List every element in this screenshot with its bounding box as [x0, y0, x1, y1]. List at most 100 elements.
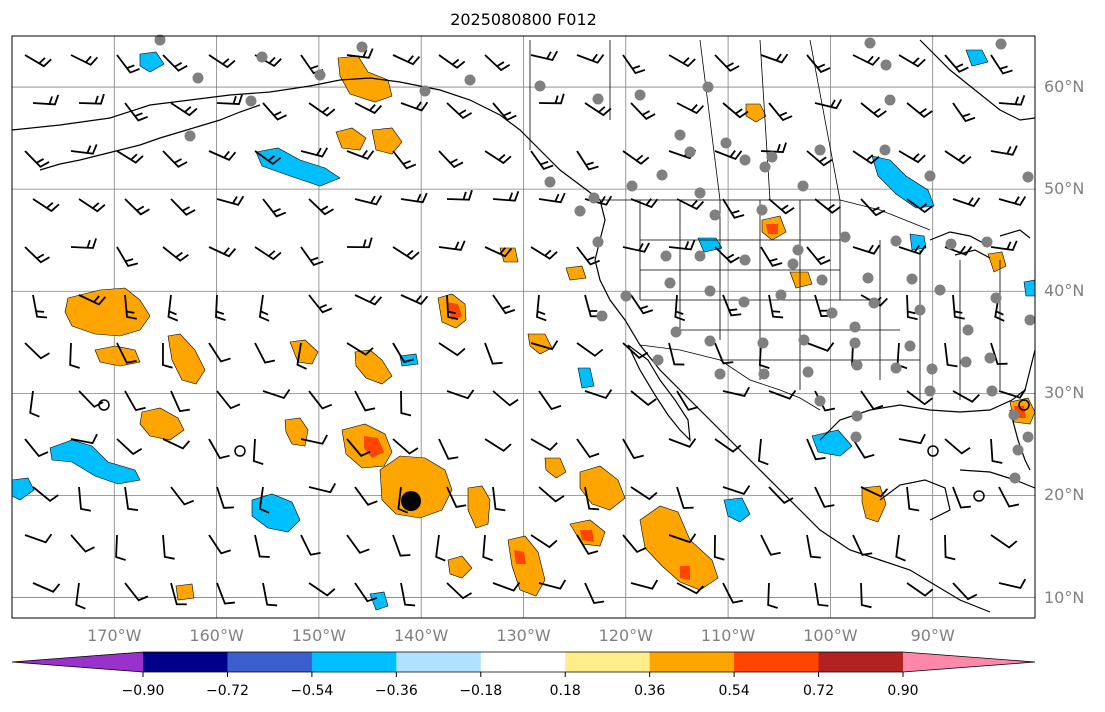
wind-barb — [622, 54, 646, 75]
station-dot — [694, 250, 706, 262]
latitude-label: 20°N — [1044, 485, 1085, 505]
station-dot — [945, 238, 957, 250]
wind-barb — [806, 150, 833, 167]
wind-barb — [208, 150, 237, 161]
wind-barb — [998, 578, 1027, 590]
wind-barb — [944, 54, 969, 73]
wind-barb — [300, 534, 321, 556]
weather-map — [11, 34, 1036, 619]
wind-barb — [124, 486, 139, 511]
wind-barb — [576, 342, 604, 357]
station-dot — [192, 72, 204, 84]
wind-barb — [530, 150, 554, 171]
map-frame — [11, 35, 1036, 619]
colorbar-segment — [649, 652, 735, 672]
wind-barb — [722, 386, 750, 397]
colorbar-tick-label: 0.54 — [718, 683, 750, 699]
wind-barb — [254, 342, 276, 364]
positive-anomaly — [499, 247, 519, 263]
wind-barb — [354, 486, 378, 506]
wind-barb — [952, 390, 980, 403]
wind-barb — [216, 582, 235, 605]
latitude-label: 60°N — [1044, 77, 1085, 97]
wind-barb — [170, 198, 196, 216]
wind-barb — [860, 102, 887, 118]
station-dot — [890, 362, 902, 374]
wind-barb — [990, 534, 1018, 549]
positive-anomaly — [94, 345, 141, 367]
station-dot — [826, 307, 838, 319]
wind-barb — [446, 486, 467, 508]
wind-barb — [668, 342, 685, 366]
positive-anomaly — [514, 550, 526, 564]
wind-barb — [806, 342, 835, 352]
wind-barb — [990, 145, 1018, 156]
wind-barb — [70, 433, 98, 445]
alaska-islands — [39, 104, 261, 171]
wind-barb — [538, 192, 566, 204]
longitude-label: 90°W — [910, 626, 955, 645]
wind-barb — [767, 582, 778, 609]
wind-barb — [630, 294, 654, 315]
station-dot — [864, 37, 876, 49]
wind-barb — [308, 390, 333, 410]
wind-barb — [714, 438, 742, 453]
wind-barb — [998, 388, 1027, 399]
wind-barb — [714, 150, 743, 161]
wind-barb — [296, 342, 307, 370]
wind-barb — [124, 198, 150, 216]
wind-barb — [70, 54, 99, 66]
wind-barb — [990, 438, 1003, 464]
wind-barb — [806, 438, 826, 461]
wind-barb — [998, 94, 1026, 106]
wind-barb — [760, 246, 783, 267]
wind-barb — [630, 390, 657, 406]
wind-barb — [32, 94, 60, 106]
wind-barb — [258, 294, 270, 322]
wind-barb — [216, 195, 245, 206]
station-dot — [702, 81, 714, 93]
wind-barb — [952, 294, 965, 320]
wind-barb — [354, 195, 383, 206]
colorbar-segment — [565, 652, 651, 672]
wind-barb — [584, 389, 613, 400]
station-dot — [890, 235, 902, 247]
station-dot — [596, 310, 608, 322]
positive-anomaly — [565, 265, 587, 281]
baja-california — [627, 344, 691, 442]
wind-barb — [806, 54, 831, 74]
wind-barb — [814, 198, 841, 214]
station-dot — [256, 51, 268, 63]
wind-barb — [944, 245, 973, 256]
station-dot — [914, 304, 926, 316]
station-dot — [960, 356, 972, 368]
station-dot — [1009, 472, 1021, 484]
wind-barb — [768, 198, 795, 215]
wind-barb — [944, 534, 956, 561]
wind-barb — [308, 294, 333, 314]
wind-barb — [852, 150, 880, 165]
longitude-label: 140°W — [394, 626, 449, 645]
wind-barb — [760, 53, 789, 64]
station-dot — [839, 231, 851, 243]
wind-barb — [676, 102, 705, 115]
wind-barb — [668, 239, 696, 251]
wind-barb — [346, 342, 374, 356]
wind-barb — [24, 150, 50, 168]
wind-barb — [714, 246, 740, 264]
wind-barb — [354, 390, 376, 412]
wind-barb — [860, 582, 872, 609]
wind-barb — [757, 438, 769, 466]
wind-barb — [952, 582, 978, 601]
station-dot — [766, 151, 778, 163]
wind-barb — [308, 198, 334, 216]
station-dot — [1008, 409, 1020, 421]
wind-barb — [852, 244, 881, 255]
wind-barb — [254, 150, 282, 166]
colorbar-segment — [311, 652, 397, 672]
station-dot — [660, 250, 672, 262]
canada-provinces — [609, 39, 841, 201]
positive-anomaly — [544, 457, 567, 479]
colorbar-tick-label: −0.72 — [205, 683, 249, 699]
wind-barb — [346, 48, 374, 59]
